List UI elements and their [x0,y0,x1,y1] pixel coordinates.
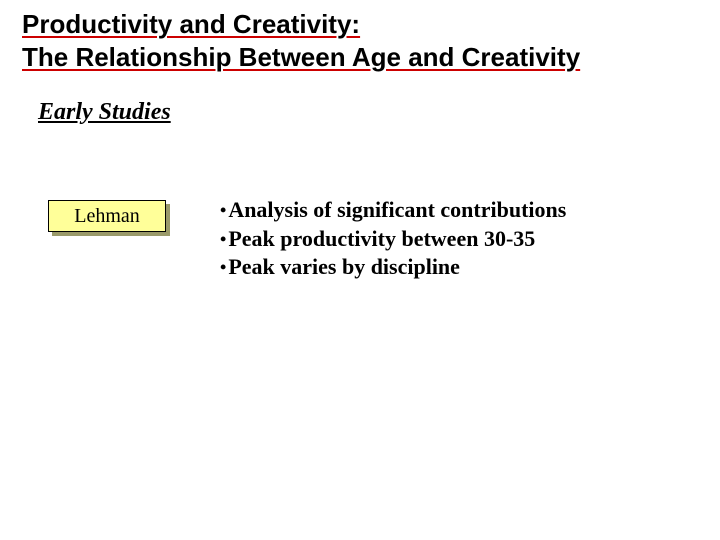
bullet-item: • Peak productivity between 30-35 [220,225,566,254]
title-line-1: Productivity and Creativity: [22,9,360,39]
bullet-text: Peak varies by discipline [228,253,460,282]
name-box-label: Lehman [74,205,140,228]
bullet-text: Peak productivity between 30-35 [228,225,535,254]
name-box-container: Lehman [48,200,172,236]
name-box: Lehman [48,200,166,232]
bullet-text: Analysis of significant contributions [228,196,566,225]
bullet-list: • Analysis of significant contributions … [220,196,566,282]
title-line-2: The Relationship Between Age and Creativ… [22,42,580,72]
bullet-dot-icon: • [220,199,226,222]
bullet-dot-icon: • [220,256,226,279]
bullet-dot-icon: • [220,228,226,251]
bullet-item: • Analysis of significant contributions [220,196,566,225]
slide-title: Productivity and Creativity: The Relatio… [0,0,720,73]
subtitle: Early Studies [38,99,720,126]
content-row: Lehman • Analysis of significant contrib… [0,196,720,282]
bullet-item: • Peak varies by discipline [220,253,566,282]
